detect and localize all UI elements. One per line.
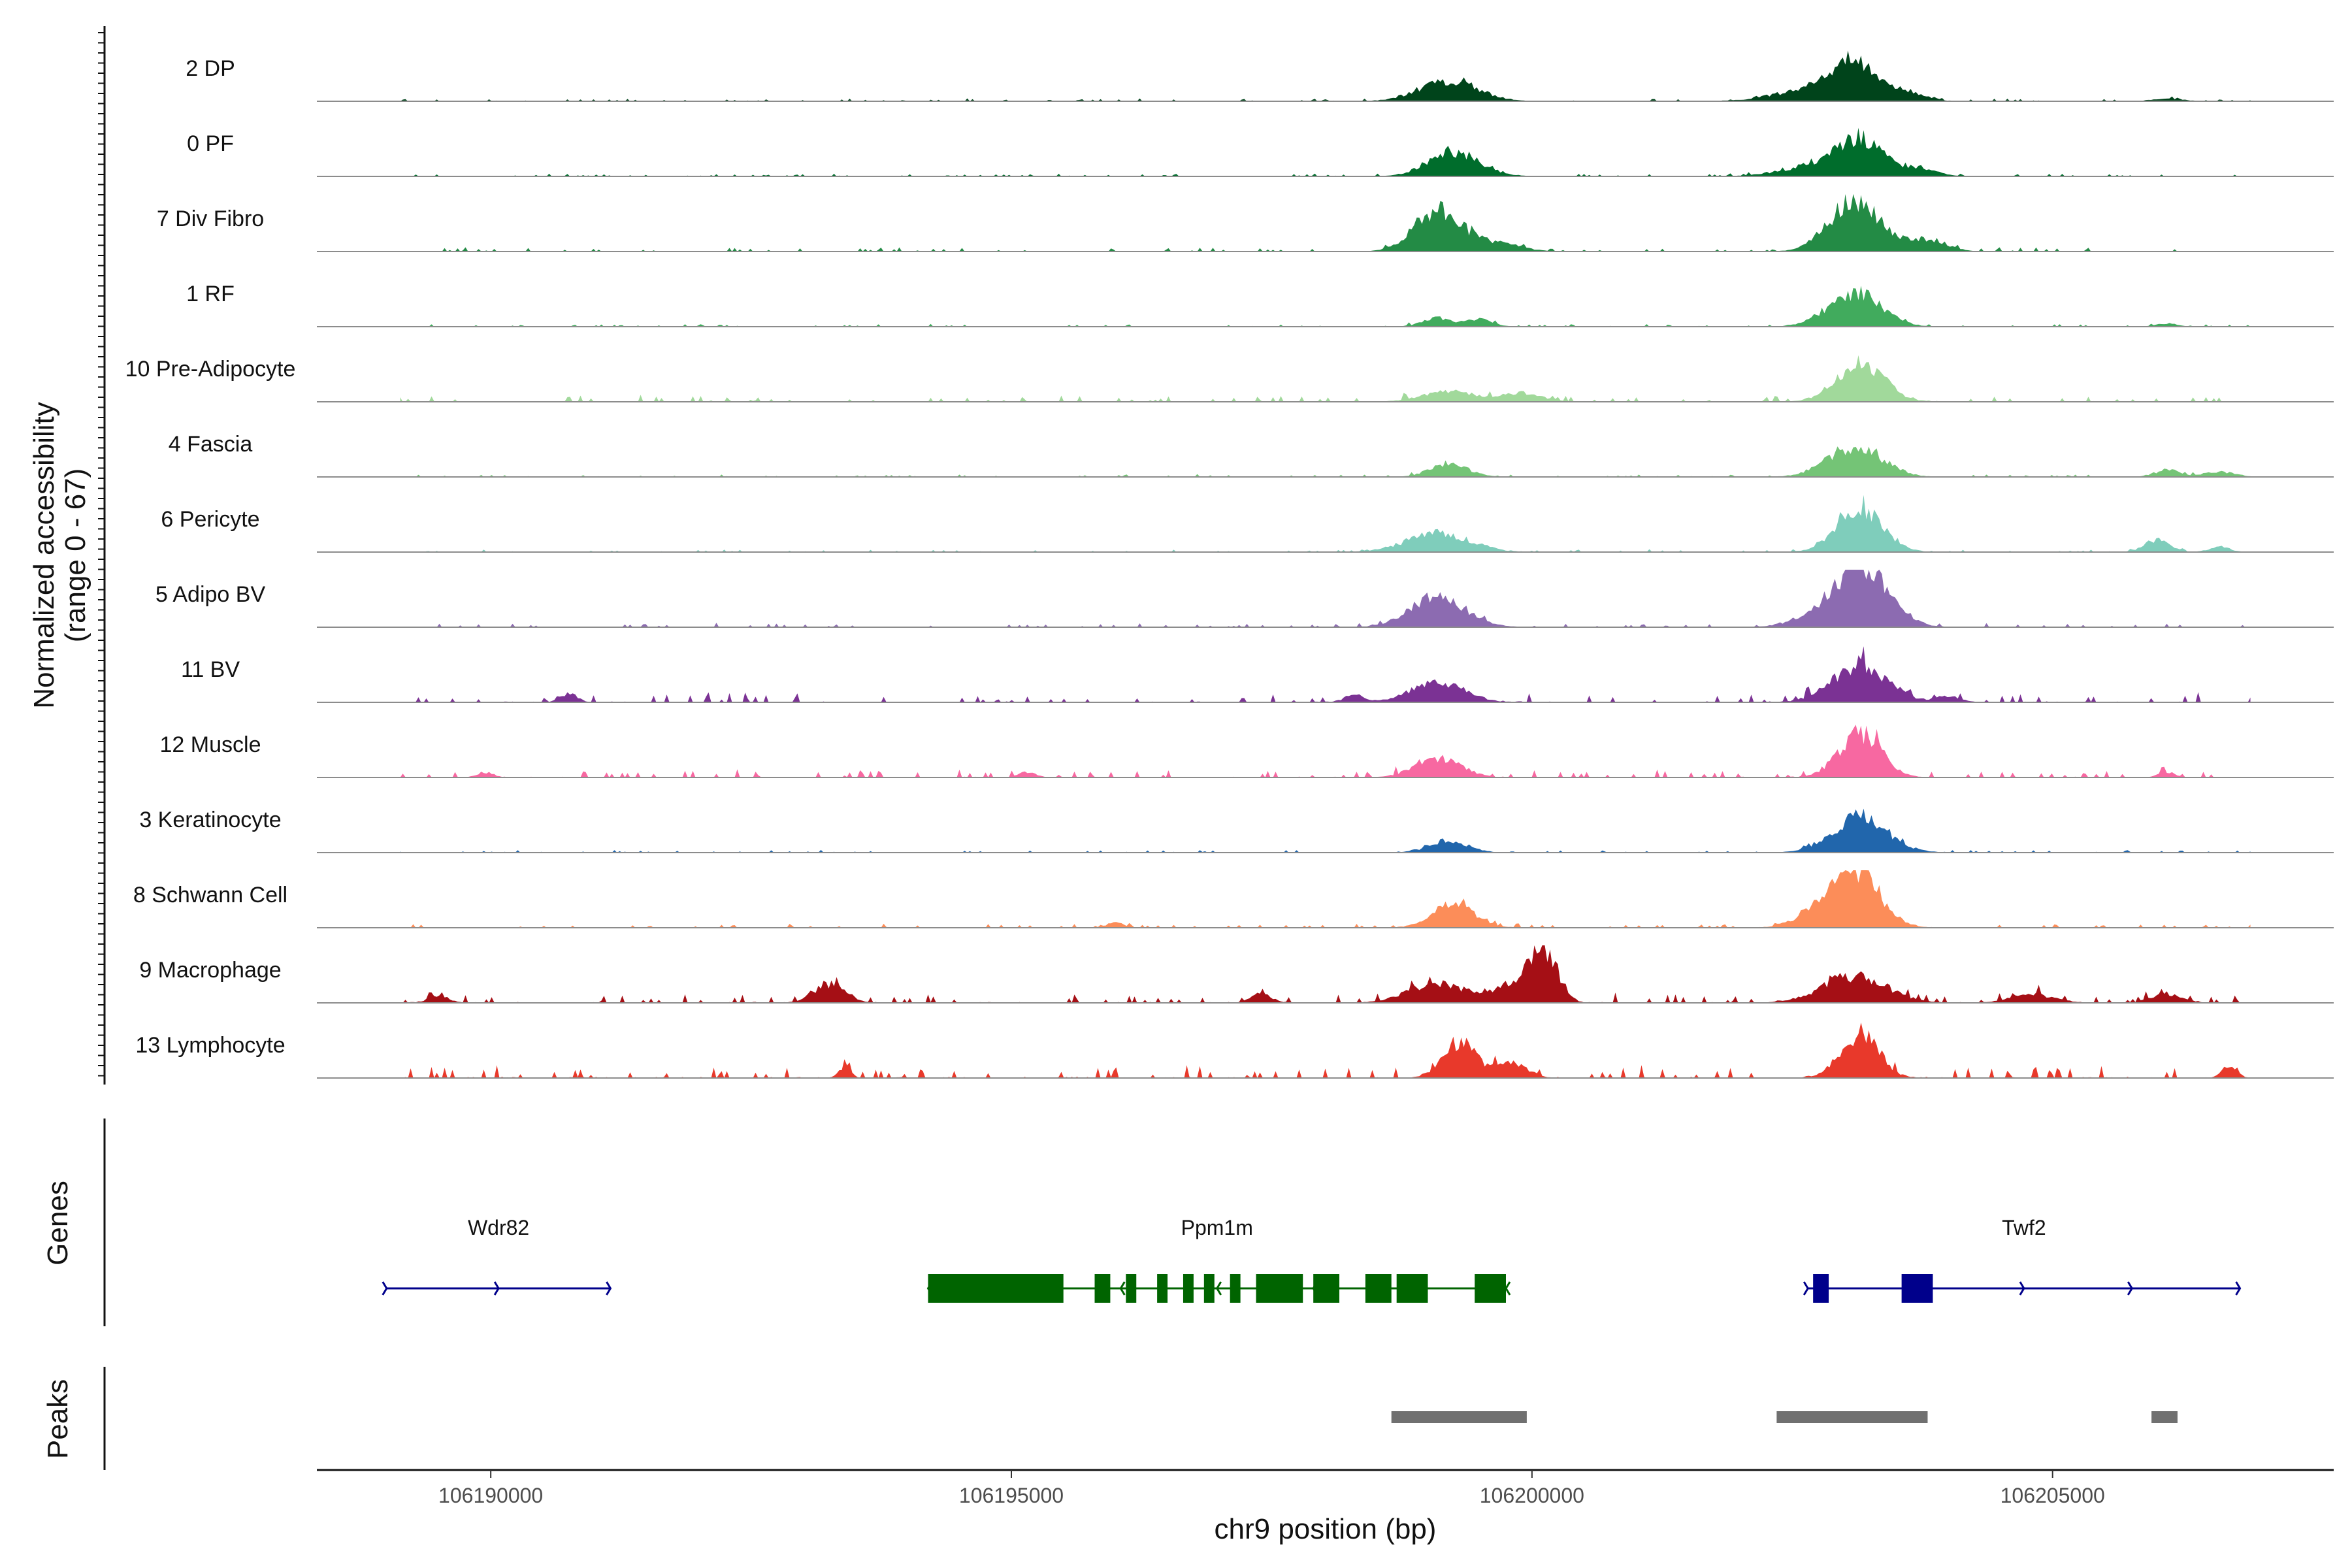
track-4: 1 RF	[186, 282, 2334, 327]
gene-exon	[1901, 1274, 1933, 1303]
track-label: 0 PF	[187, 131, 234, 156]
gene-label: Ppm1m	[1181, 1216, 1253, 1239]
gene-exon	[1396, 1274, 1428, 1303]
track-7: 6 Pericyte	[161, 495, 2334, 553]
y-axis-range-label: (range 0 - 67)	[59, 468, 91, 643]
strand-arrow	[1505, 1281, 1511, 1296]
gene-exon	[1475, 1274, 1507, 1303]
gene-twf2: Twf2	[1803, 1216, 2242, 1303]
track-9: 11 BV	[181, 646, 2334, 703]
peak-region	[2151, 1411, 2178, 1423]
coverage-area	[400, 495, 2251, 552]
x-axis: 106190000 106195000 106200000 106205000	[317, 1469, 2334, 1507]
gene-exon	[1203, 1274, 1215, 1303]
track-label: 3 Keratinocyte	[139, 808, 281, 832]
track-1: 2 DP	[186, 50, 2334, 102]
gene-label: Wdr82	[468, 1216, 529, 1239]
strand-arrow	[2019, 1281, 2025, 1296]
strand-arrow	[606, 1281, 612, 1296]
track-label: 12 Muscle	[160, 732, 261, 757]
strand-arrow	[1216, 1281, 1222, 1296]
gene-label: Twf2	[2002, 1216, 2046, 1239]
track-label: 1 RF	[186, 282, 235, 306]
peak-region	[1391, 1411, 1527, 1423]
coverage-area	[400, 127, 2251, 176]
strand-arrow	[2235, 1281, 2242, 1296]
x-tick-label: 106190000	[438, 1484, 543, 1507]
genes-panel: Wdr82 Ppm1m Twf2	[103, 1119, 2242, 1326]
track-label: 13 Lymphocyte	[135, 1033, 285, 1058]
coverage-area	[400, 870, 2251, 928]
track-label: 6 Pericyte	[161, 507, 259, 532]
track-label: 11 BV	[181, 657, 240, 682]
track-11: 3 Keratinocyte	[139, 808, 2334, 853]
y-axis-title: Normalized accessibility	[28, 402, 60, 708]
track-label: 2 DP	[186, 56, 235, 81]
track-10: 12 Muscle	[160, 725, 2334, 778]
strand-arrow	[2127, 1281, 2133, 1296]
track-label: 10 Pre-Adipocyte	[125, 357, 296, 382]
strand-arrow	[1803, 1281, 1809, 1296]
coverage-area	[400, 646, 2251, 702]
coverage-area	[400, 570, 2251, 627]
coverage-tracks: 2 DP 0 PF 7 Div Fibro 1 RF 10 Pre-Adipocyte 4…	[125, 50, 2334, 1079]
gene-exon	[1094, 1274, 1111, 1303]
track-14: 13 Lymphocyte	[135, 1022, 2334, 1079]
track-label: 5 Adipo BV	[155, 582, 266, 607]
strand-arrow	[1119, 1281, 1126, 1296]
x-tick-label: 106205000	[2001, 1484, 2105, 1507]
gene-exon	[1813, 1274, 1829, 1303]
gene-exon	[928, 1274, 1064, 1303]
track-label: 8 Schwann Cell	[133, 883, 287, 907]
gene-exon	[1126, 1274, 1137, 1303]
x-axis-title: chr9 position (bp)	[1215, 1513, 1437, 1545]
coverage-area	[400, 1022, 2251, 1078]
track-3: 7 Div Fibro	[157, 194, 2334, 252]
track-label: 7 Div Fibro	[157, 206, 264, 231]
x-tick-label: 106200000	[1480, 1484, 1584, 1507]
track-13: 9 Macrophage	[139, 945, 2334, 1004]
track-label: 9 Macrophage	[139, 958, 281, 983]
coverage-area	[400, 194, 2251, 252]
coverage-area	[400, 446, 2251, 477]
coverage-area	[400, 945, 2251, 1003]
track-label: 4 Fascia	[169, 432, 253, 457]
x-tick-label: 106195000	[959, 1484, 1064, 1507]
strand-arrow	[382, 1281, 388, 1296]
track-5: 10 Pre-Adipocyte	[125, 355, 2334, 402]
gene-ppm1m: Ppm1m	[926, 1216, 1511, 1303]
coverage-area	[400, 355, 2251, 402]
coverage-area	[400, 725, 2251, 777]
genes-panel-title: Genes	[42, 1181, 74, 1266]
peaks-panel	[103, 1367, 2178, 1470]
track-6: 4 Fascia	[169, 432, 2334, 478]
gene-exon	[1183, 1274, 1194, 1303]
track-2: 0 PF	[187, 127, 2334, 177]
gene-wdr82: Wdr82	[382, 1216, 612, 1296]
coverage-area	[400, 808, 2251, 853]
coverage-area	[400, 50, 2251, 101]
gene-exon	[1313, 1274, 1340, 1303]
coverage-area	[400, 286, 2251, 327]
track-12: 8 Schwann Cell	[133, 870, 2334, 928]
gene-exon	[1157, 1274, 1168, 1303]
gene-exon	[1256, 1274, 1303, 1303]
peaks-panel-title: Peaks	[42, 1379, 74, 1459]
peak-region	[1776, 1411, 1928, 1423]
strand-arrow	[493, 1281, 500, 1296]
track-8: 5 Adipo BV	[155, 570, 2334, 628]
y-axis	[98, 26, 106, 1085]
gene-exon	[1365, 1274, 1392, 1303]
gene-exon	[1230, 1274, 1241, 1303]
